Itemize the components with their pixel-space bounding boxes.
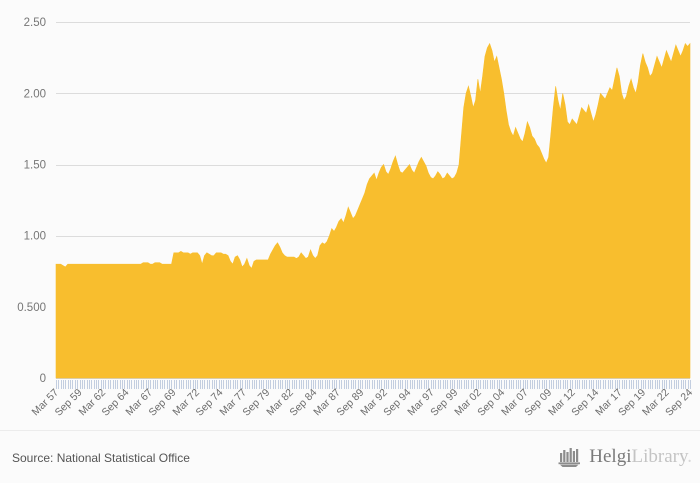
area-series (55, 42, 691, 379)
footer-divider (0, 430, 700, 431)
brand-wordmark: HelgiLibrary. (589, 446, 692, 468)
y-tick-label: 2.50 (24, 17, 46, 29)
chart-area: 0 0.500 1.00 1.50 2.00 2.50 Mar 57 Sep 59 Mar 6… (17, 17, 696, 419)
brand-helgi: Helgi (589, 446, 632, 467)
y-axis-labels: 0 0.500 1.00 1.50 2.00 2.50 (17, 17, 46, 385)
brand-library: Library (631, 446, 688, 467)
x-tick-marks (55, 380, 692, 389)
x-tick-label: Sep 24 (663, 387, 695, 419)
brand-dot: . (687, 446, 692, 467)
chart-footer: Source: National Statistical Office Helg… (0, 430, 700, 483)
y-tick-label: 1.50 (24, 160, 46, 172)
y-tick-label: 0 (40, 373, 46, 385)
y-tick-label: 0.500 (17, 302, 46, 314)
helgi-library-logo[interactable]: HelgiLibrary. (557, 446, 692, 468)
bar-chart-building-icon (558, 448, 581, 467)
source-note: Source: National Statistical Office (12, 451, 190, 465)
series-area (55, 42, 691, 379)
y-tick-label: 2.00 (24, 88, 46, 100)
y-tick-label: 1.00 (24, 231, 46, 243)
